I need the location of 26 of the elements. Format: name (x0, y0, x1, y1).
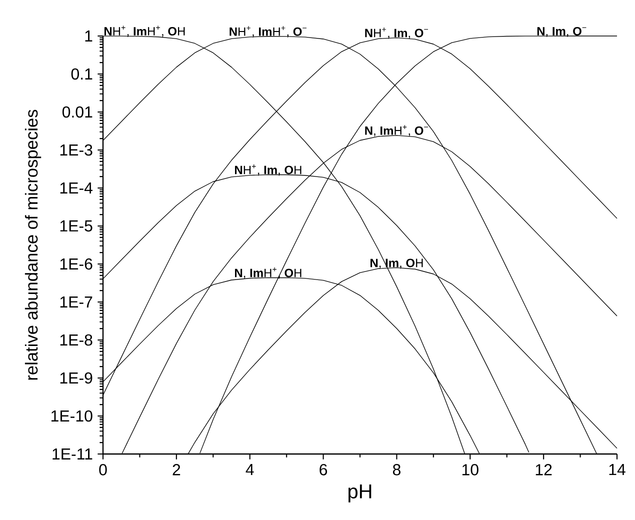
y-tick-label: 1E-10 (51, 410, 92, 422)
y-tick-label: 1E-5 (60, 220, 92, 232)
y-tick-label: 1E-6 (60, 258, 92, 270)
y-tick-label: 1E-9 (60, 372, 92, 384)
y-tick-label: 1E-3 (60, 144, 92, 156)
y-tick-label: 1 (85, 30, 92, 42)
x-tick-label: 8 (392, 464, 400, 476)
text: NH$^{+}$, ImH$^{+}$, O$^{−}$ (230, 26, 307, 38)
y-tick-label: 1E-7 (60, 296, 92, 308)
y-tick-label: 0.01 (62, 106, 92, 118)
x-axis-title: pH (348, 484, 372, 502)
x-tick-label: 12 (536, 464, 552, 476)
series-label: N, ImH$^{+}$, O$^{−}$ (365, 125, 428, 136)
y-axis-title: relative abundance of microspecies (24, 110, 42, 380)
x-tick-label: 10 (462, 464, 478, 476)
x-tick-label: 2 (172, 464, 180, 476)
x-tick-label: 14 (609, 464, 626, 476)
series-label: N, Im, O$^{−}$ (537, 27, 586, 37)
y-tick-label: 1E-11 (52, 448, 92, 460)
y-tick-label: 0.1 (71, 68, 92, 80)
x-tick-label: 4 (246, 464, 254, 476)
x-tick-label: 0 (99, 464, 107, 476)
series-label: N, Im, OH (370, 258, 423, 269)
y-tick-label: 1E-4 (60, 182, 92, 194)
x-tick-label: 6 (320, 464, 328, 476)
y-tick-label: 1E-8 (60, 334, 92, 346)
